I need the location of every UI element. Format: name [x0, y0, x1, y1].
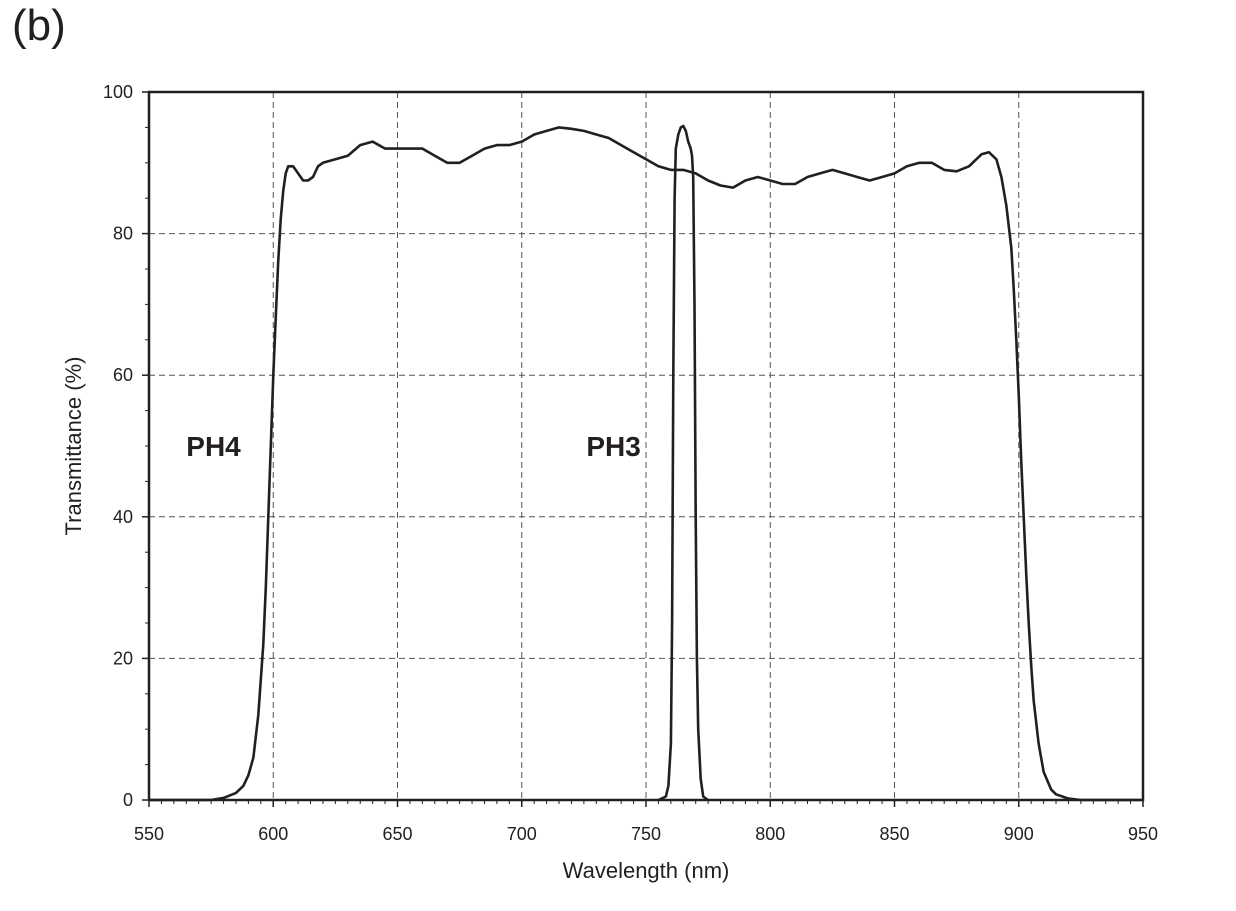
series-label-ph4: PH4	[186, 431, 241, 462]
panel-label: (b)	[12, 1, 66, 50]
x-tick-label: 600	[258, 824, 288, 844]
x-axis-title: Wavelength (nm)	[563, 858, 730, 883]
series-label-ph3: PH3	[586, 431, 640, 462]
y-tick-label: 60	[113, 365, 133, 385]
y-tick-label: 100	[103, 82, 133, 102]
series-curves	[149, 124, 1143, 802]
plot-frame	[147, 90, 1145, 802]
x-tick-label: 650	[382, 824, 412, 844]
minor-ticks	[142, 91, 1144, 807]
y-tick-label: 20	[113, 648, 133, 668]
x-tick-label: 700	[507, 824, 537, 844]
y-tick-labels: 0 20 40 60 80 100	[103, 82, 133, 810]
x-tick-label: 900	[1004, 824, 1034, 844]
x-tick-label: 800	[755, 824, 785, 844]
series-line-ph3	[657, 124, 709, 802]
x-tick-label: 850	[879, 824, 909, 844]
y-axis-title: Transmittance (%)	[61, 357, 86, 536]
grid-lines	[149, 92, 1143, 800]
series-labels: PH4 PH3	[186, 431, 641, 462]
series-line-ph4	[149, 126, 1143, 802]
x-tick-labels: 550 600 650 700 750 800 850 900 950	[134, 824, 1158, 844]
x-tick-label: 750	[631, 824, 661, 844]
x-tick-label: 950	[1128, 824, 1158, 844]
y-tick-label: 0	[123, 790, 133, 810]
y-tick-label: 80	[113, 224, 133, 244]
x-tick-label: 550	[134, 824, 164, 844]
y-tick-label: 40	[113, 507, 133, 527]
